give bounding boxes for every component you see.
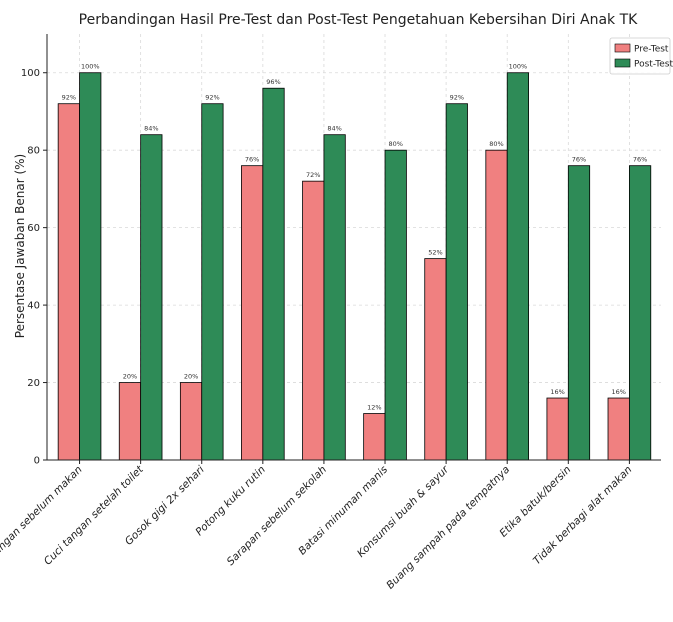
pre-test-bar [118,382,142,461]
x-tick-label: Cuci tangan sebelum makan [0,464,85,579]
bar-value-label: 84% [144,125,158,133]
legend-label: Pre-Test [634,45,669,55]
axes [46,34,661,461]
post-test-bar [567,165,591,461]
legend-swatch [614,43,631,53]
bar-value-label: 76% [633,156,647,164]
x-tick-label: Cuci tangan setelah toilet [42,463,147,568]
post-test-bar [140,134,163,461]
y-axis-label: Persentase Jawaban Benar (%) [13,154,27,338]
pre-test-bar [363,413,386,461]
post-test-bar [323,134,346,461]
legend: Pre-Test Post-Test [609,37,673,75]
bar-value-label: 16% [611,388,625,396]
bar-value-label: 100% [509,63,528,71]
bar-value-label: 16% [550,388,564,396]
bar-value-label: 76% [245,156,259,164]
y-tick-label: 100 [21,68,40,79]
bar-value-label: 92% [450,94,464,102]
post-test-bar [628,165,652,461]
post-test-bar [506,72,529,461]
pre-test-bar [302,180,325,461]
pre-test-bar [546,397,569,461]
post-test-bar [79,72,102,461]
chart-title: Perbandingan Hasil Pre-Test dan Post-Tes… [79,12,638,28]
pre-test-bar [241,165,264,461]
x-tick-label: Tidak berbagi alat makan [531,464,635,568]
y-tick-label: 80 [27,146,40,157]
pre-test-bar [424,258,447,461]
bar-value-label: 12% [367,404,381,412]
post-test-bar [201,103,224,461]
y-tick-label: 60 [27,223,40,234]
x-tick-label: Buang sampah pada tempatnya [384,464,512,592]
x-tick-label: Sarapan sebelum sekolah [225,464,329,568]
bar-value-label: 76% [572,156,586,164]
bar-value-label: 92% [62,94,76,102]
post-test-bar [384,149,407,461]
y-tick-label: 40 [27,301,40,312]
y-tick-label: 20 [27,378,40,389]
pre-test-bar [607,397,630,461]
pre-test-bar [57,103,80,461]
bar-value-label: 96% [266,78,280,86]
pre-test-bar [179,382,203,461]
bar-value-label: 84% [327,125,341,133]
bar-value-label: 80% [388,140,402,148]
bar-value-label: 72% [306,171,320,179]
data-labels: 92% 100% 20% 84% 20% 92% 76% 96% 72% 84% 12% 80% 52%… [62,63,648,412]
bars [57,72,652,461]
y-tick-label: 0 [34,456,40,467]
bar-value-label: 100% [81,63,100,71]
bar-value-label: 80% [489,140,503,148]
bar-value-label: 52% [428,249,442,257]
y-axis-ticks: 0 20 40 60 80 100 [21,68,47,467]
legend-label: Post-Test [634,60,673,70]
bar-value-label: 20% [123,373,137,381]
bar-value-label: 92% [205,94,219,102]
legend-swatch [614,58,631,68]
pre-test-bar [485,149,508,461]
post-test-bar [262,87,285,461]
post-test-bar [445,103,468,461]
bar-value-label: 20% [184,373,198,381]
